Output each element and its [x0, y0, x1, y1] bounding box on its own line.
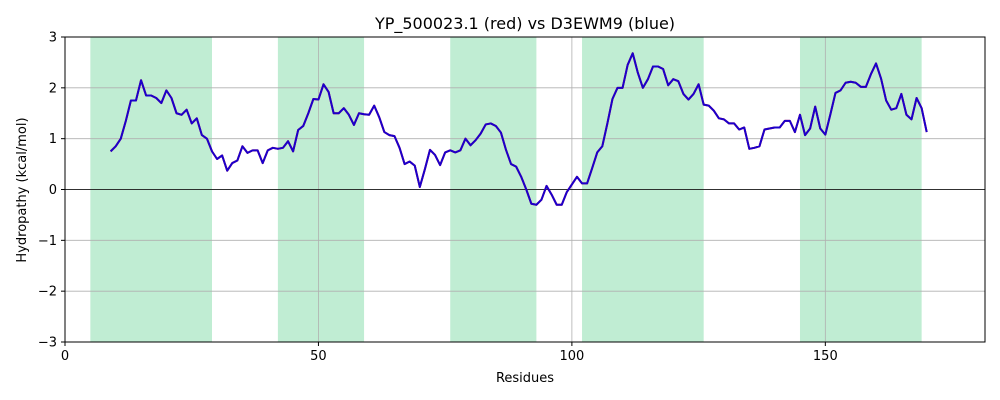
y-tick-label: 2: [49, 81, 57, 96]
y-tick-label: −1: [38, 234, 57, 249]
chart-title: YP_500023.1 (red) vs D3EWM9 (blue): [374, 14, 675, 34]
x-tick-label: 100: [559, 349, 584, 364]
x-tick-label: 0: [61, 349, 69, 364]
x-axis-label: Residues: [496, 371, 554, 386]
series-line-blue: [109, 52, 928, 206]
x-tick-label: 50: [310, 349, 327, 364]
y-tick-label: 0: [49, 183, 57, 198]
y-tick-label: 3: [49, 31, 57, 46]
y-axis-ticks: −3 −2 −1 0 1 2 3: [38, 31, 65, 351]
y-axis-label: Hydropathy (kcal/mol): [15, 117, 30, 262]
x-axis-ticks: 0 50 100 150: [61, 342, 838, 364]
y-tick-label: 1: [49, 132, 57, 147]
y-tick-label: −3: [38, 336, 57, 351]
series-layer: [109, 52, 928, 206]
y-tick-label: −2: [38, 285, 57, 300]
x-tick-label: 150: [813, 349, 838, 364]
